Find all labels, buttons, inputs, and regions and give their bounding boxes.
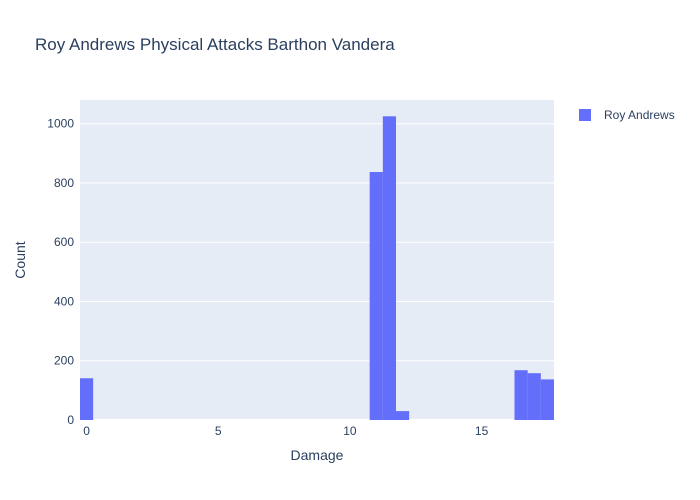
y-axis-title: Count <box>12 241 28 278</box>
x-axis-title: Damage <box>291 447 344 463</box>
y-tick-label: 1000 <box>47 117 74 131</box>
histogram-bar[interactable] <box>369 172 383 420</box>
y-tick-label: 200 <box>54 354 74 368</box>
bars <box>80 116 554 420</box>
chart-title: Roy Andrews Physical Attacks Barthon Van… <box>35 35 395 54</box>
x-tick-label: 10 <box>343 424 357 438</box>
x-tick-label: 5 <box>215 424 222 438</box>
legend[interactable]: Roy Andrews <box>579 108 675 122</box>
y-tick-label: 800 <box>54 176 74 190</box>
gridlines <box>80 123 554 421</box>
legend-label[interactable]: Roy Andrews <box>604 108 675 122</box>
x-axis-ticks: 0 5 10 15 <box>83 424 488 438</box>
legend-swatch[interactable] <box>579 109 591 121</box>
histogram-bar[interactable] <box>396 411 410 420</box>
x-tick-label: 15 <box>475 424 489 438</box>
y-tick-label: 400 <box>54 294 74 308</box>
histogram-bar[interactable] <box>527 373 541 420</box>
y-tick-label: 0 <box>67 413 74 427</box>
histogram-bar[interactable] <box>80 378 94 420</box>
x-tick-label: 0 <box>83 424 90 438</box>
histogram-bar[interactable] <box>382 116 396 420</box>
y-axis-ticks: 0 200 400 600 800 1000 <box>47 117 74 427</box>
histogram-bar[interactable] <box>540 379 554 420</box>
y-tick-label: 600 <box>54 235 74 249</box>
histogram-bar[interactable] <box>514 370 528 420</box>
plot-background <box>80 100 554 420</box>
